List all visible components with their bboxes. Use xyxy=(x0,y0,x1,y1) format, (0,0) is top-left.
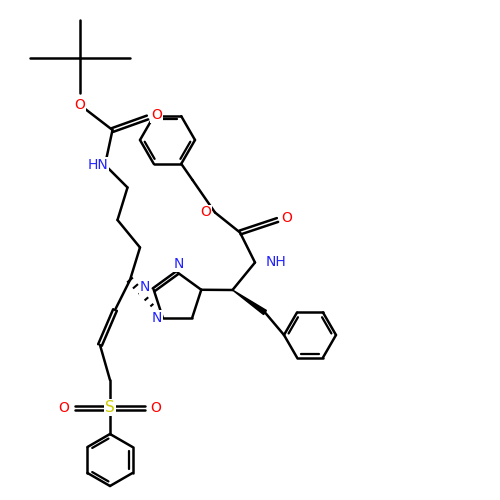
Text: HN: HN xyxy=(87,158,108,172)
Text: NH: NH xyxy=(266,256,286,270)
Text: O: O xyxy=(151,108,162,122)
Polygon shape xyxy=(232,290,266,314)
Text: N: N xyxy=(152,310,162,324)
Text: S: S xyxy=(105,400,115,415)
Text: O: O xyxy=(281,210,292,224)
Text: O: O xyxy=(74,98,86,112)
Text: N: N xyxy=(174,257,184,271)
Text: N: N xyxy=(140,280,150,294)
Text: O: O xyxy=(58,400,70,414)
Text: O: O xyxy=(200,206,211,220)
Text: O: O xyxy=(150,400,162,414)
